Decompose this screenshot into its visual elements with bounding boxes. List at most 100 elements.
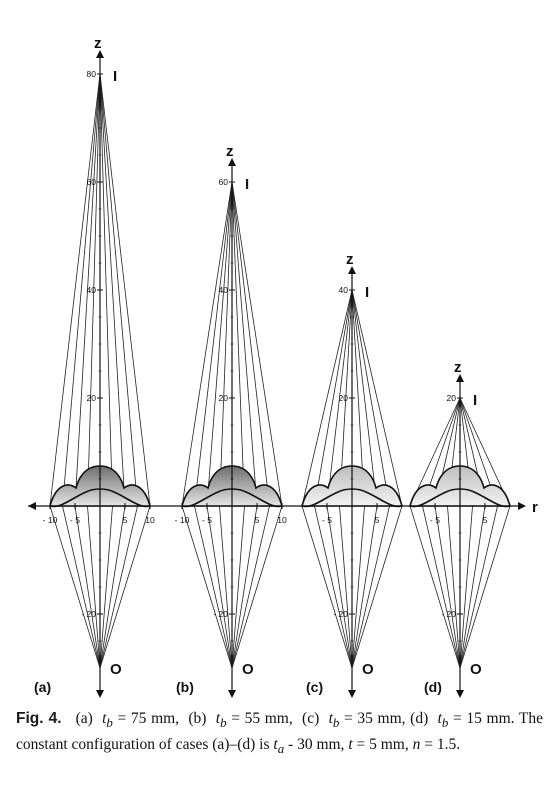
ray-upper [49, 73, 101, 507]
ray-lower [314, 505, 353, 669]
r-tick-label: - 10 [43, 515, 58, 525]
z-tick-label: 20 [339, 393, 349, 403]
z-tick-label: 40 [219, 285, 229, 295]
ray-lower [194, 505, 233, 669]
ray-upper [351, 289, 378, 507]
ray-lower [409, 505, 461, 669]
figure-caption: Fig. 4. (a) tb = 75 mm, (b) tb = 55 mm, … [16, 708, 543, 760]
z-tick-label: 40 [87, 285, 97, 295]
ray-lower [351, 505, 390, 669]
z-axis-label: z [226, 143, 234, 160]
ray-lower [231, 505, 245, 669]
ray-upper [231, 181, 245, 507]
ray-lower [339, 505, 353, 669]
panel-c: z 40 20 - 20 - 5 5 I O (c) [300, 251, 404, 698]
panel-label: (c) [306, 679, 323, 695]
z-tick-label: - 20 [333, 609, 348, 619]
ray-upper [231, 181, 270, 507]
ray-lower [99, 505, 151, 669]
ray-lower [99, 505, 126, 669]
panel-label: (d) [424, 679, 442, 695]
ray-lower [62, 505, 101, 669]
ray-lower [219, 505, 233, 669]
panel-label: (b) [176, 679, 194, 695]
ray-diagram-figure: r z 80 60 40 20 - 20 - 10 - 5 5 10 I O (a) z 60 40 20 - 2… [28, 35, 538, 698]
object-point-label: O [470, 661, 482, 678]
panel-d: z 20 - 20 - 5 5 I O (d) [408, 359, 512, 698]
panel-a: z 80 60 40 20 - 20 - 10 - 5 5 10 I O (a) [34, 35, 155, 698]
ray-upper [231, 181, 258, 507]
r-tick-label: - 5 [430, 515, 440, 525]
z-tick-label: 60 [87, 177, 97, 187]
object-point-label: O [110, 661, 122, 678]
ray-lower [459, 505, 486, 669]
ray-upper [99, 73, 138, 507]
ray-upper [87, 73, 101, 507]
r-tick-label: 10 [277, 515, 287, 525]
z-tick-label: - 20 [213, 609, 228, 619]
panel-b: z 60 40 20 - 20 - 10 - 5 5 10 I O (b) [175, 143, 287, 698]
ray-lower [99, 505, 113, 669]
ray-upper [314, 289, 353, 507]
ray-lower [459, 505, 511, 669]
image-point-label: I [245, 176, 249, 193]
r-tick-label: 5 [123, 515, 128, 525]
ray-upper [181, 181, 233, 507]
z-tick-label: - 20 [441, 609, 456, 619]
z-tick-label: - 20 [81, 609, 96, 619]
ray-lower [459, 505, 498, 669]
ray-lower [206, 505, 233, 669]
ray-lower [231, 505, 270, 669]
z-tick-label: 40 [339, 285, 349, 295]
ray-lower [434, 505, 461, 669]
ray-upper [351, 289, 390, 507]
ray-lower [49, 505, 101, 669]
image-point-label: I [473, 392, 477, 409]
ray-lower [351, 505, 403, 669]
r-tick-label: 5 [375, 515, 380, 525]
ray-lower [351, 505, 378, 669]
z-axis-label: z [94, 35, 102, 52]
ray-upper [409, 397, 461, 507]
r-tick-label: 10 [145, 515, 155, 525]
object-point-label: O [242, 661, 254, 678]
ray-upper [99, 73, 126, 507]
ray-lower [447, 505, 461, 669]
r-tick-label: - 5 [202, 515, 212, 525]
ray-lower [422, 505, 461, 669]
ray-upper [459, 397, 511, 507]
r-tick-label: 5 [255, 515, 260, 525]
ray-upper [231, 181, 283, 507]
ray-lower [87, 505, 101, 669]
ray-lower [326, 505, 353, 669]
ray-upper [219, 181, 233, 507]
z-tick-label: 80 [87, 69, 97, 79]
ray-upper [351, 289, 403, 507]
image-point-label: I [113, 68, 117, 85]
r-axis-label: r [532, 499, 538, 516]
panel-label: (a) [34, 679, 51, 695]
z-tick-label: 20 [447, 393, 457, 403]
z-axis-bottom-arrowhead [348, 690, 356, 698]
z-tick-label: 20 [87, 393, 97, 403]
ray-lower [231, 505, 283, 669]
ray-lower [74, 505, 101, 669]
z-axis-bottom-arrowhead [456, 690, 464, 698]
ray-lower [181, 505, 233, 669]
ray-upper [206, 181, 233, 507]
object-point-label: O [362, 661, 374, 678]
z-axis-bottom-arrowhead [228, 690, 236, 698]
r-axis-left-arrowhead [28, 502, 36, 510]
z-axis-label: z [346, 251, 354, 268]
z-tick-label: 60 [219, 177, 229, 187]
ray-upper [194, 181, 233, 507]
ray-upper [99, 73, 113, 507]
r-tick-label: - 5 [70, 515, 80, 525]
ray-lower [301, 505, 353, 669]
ray-upper [99, 73, 151, 507]
z-tick-label: 20 [219, 393, 229, 403]
r-tick-label: - 5 [322, 515, 332, 525]
caption-fig-label: Fig. 4. [16, 710, 62, 727]
ray-lower [459, 505, 473, 669]
ray-upper [74, 73, 101, 507]
